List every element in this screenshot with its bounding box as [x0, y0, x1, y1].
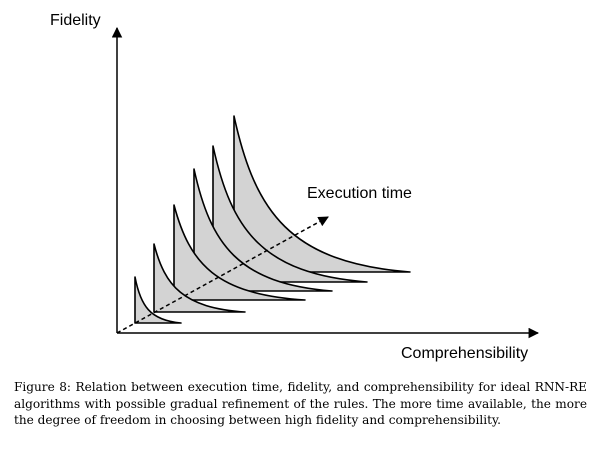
curve-panel-3	[173, 204, 306, 301]
relation-diagram: Fidelity Comprehensibility Execution tim…	[50, 12, 540, 362]
curve-panel-6	[233, 115, 411, 273]
execution-time-axis	[116, 216, 329, 334]
curve-panel-5	[212, 145, 368, 283]
tradeoff-curves	[134, 115, 411, 324]
execution-time-label: Execution time	[307, 185, 412, 202]
figure-caption: Figure 8: Relation between execution tim…	[14, 380, 587, 428]
curve-panel-2	[153, 243, 246, 313]
curve-panel-1	[134, 276, 182, 324]
comprehensibility-label: Comprehensibility	[401, 345, 528, 362]
fidelity-label: Fidelity	[50, 12, 101, 29]
curve-panel-4	[193, 168, 333, 292]
